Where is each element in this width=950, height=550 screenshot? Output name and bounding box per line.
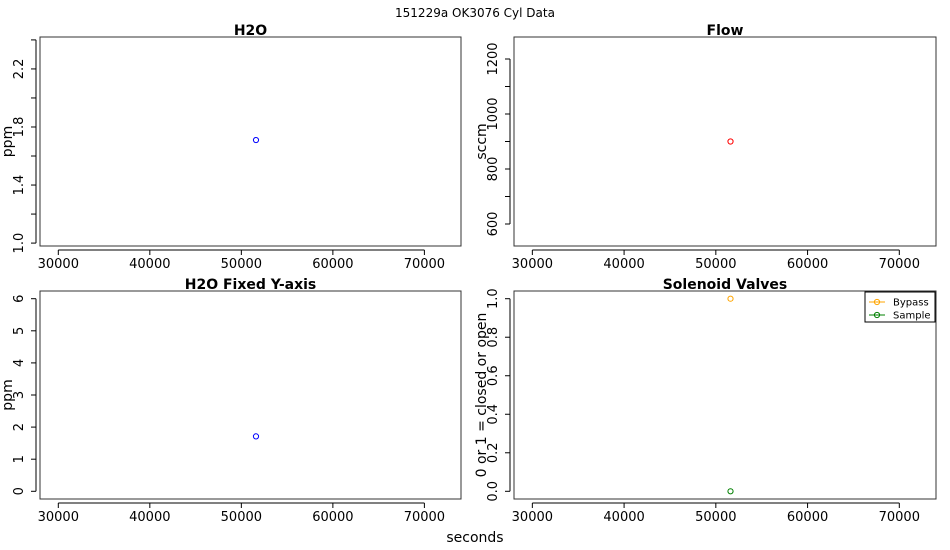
panel-solenoid-valves: Solenoid Valves 30000 40000 50000 60000 70000… — [474, 277, 937, 525]
plot-frame — [513, 36, 937, 247]
y-tick-label: 6 — [12, 295, 27, 303]
y-tick-label: 0.0 — [486, 481, 501, 502]
x-tick-label: 40000 — [129, 257, 170, 272]
y-tick-label: 0.4 — [486, 404, 501, 425]
x-tick-label: 40000 — [603, 510, 644, 525]
y-tick-label: 1 — [12, 455, 27, 463]
y-axis-label: ppm — [0, 379, 16, 410]
x-tick-label: 60000 — [787, 257, 828, 272]
y-tick-label: 0.6 — [486, 365, 501, 386]
data-point — [252, 136, 260, 144]
x-tick-label: 60000 — [312, 257, 353, 272]
data-point — [727, 138, 734, 145]
x-tick-label: 50000 — [695, 510, 736, 525]
plot-frame — [39, 36, 462, 247]
y-tick-label: 5 — [12, 327, 27, 335]
y-axis-label: sccm — [474, 123, 490, 159]
x-tick-label: 70000 — [879, 510, 920, 525]
x-tick-label: 70000 — [879, 257, 920, 272]
y-axis-label: 0 or 1 = closed or open — [474, 313, 490, 478]
y-tick-label: 1.4 — [12, 175, 27, 196]
legend-box — [864, 291, 936, 323]
legend: Bypass Sample — [864, 291, 936, 323]
y-tick-label: 800 — [486, 157, 501, 182]
y-tick-label: 600 — [486, 212, 501, 237]
plot-frame — [513, 290, 937, 500]
x-tick-label: 70000 — [404, 510, 445, 525]
legend-label-bypass: Bypass — [893, 298, 929, 309]
y-tick-label: 2 — [12, 423, 27, 431]
x-tick-label: 50000 — [695, 257, 736, 272]
x-tick-label: 40000 — [129, 510, 170, 525]
x-tick-label: 30000 — [512, 257, 553, 272]
panel-h2o-fixed-y-axis: H2O Fixed Y-axis 30000 40000 50000 60000 7000… — [0, 277, 462, 525]
y-tick-label: 1.0 — [12, 233, 27, 254]
figure-xlabel: seconds — [446, 530, 503, 546]
y-tick-label: 1000 — [486, 97, 501, 130]
panel-title: H2O Fixed Y-axis — [185, 277, 317, 293]
x-tick-label: 50000 — [221, 257, 262, 272]
data-point — [252, 433, 260, 440]
x-tick-label: 60000 — [787, 510, 828, 525]
data-point-sample — [727, 488, 734, 495]
x-tick-label: 60000 — [312, 510, 353, 525]
y-tick-label: 2.2 — [12, 59, 27, 80]
y-tick-label: 3 — [12, 391, 27, 399]
y-tick-label: 0.8 — [486, 327, 501, 348]
panel-h2o: H2O 30000 40000 50000 60000 70000 1.0 1.4 1.8 2.2… — [0, 23, 462, 272]
x-tick-label: 40000 — [603, 257, 644, 272]
x-tick-label: 30000 — [512, 510, 553, 525]
panel-flow: Flow 30000 40000 50000 60000 70000 600 800 1000 1… — [474, 23, 937, 272]
y-tick-label: 1200 — [486, 42, 501, 75]
plot-frame — [39, 290, 462, 500]
y-tick-label: 1.0 — [486, 288, 501, 309]
y-tick-label: 0 — [12, 487, 27, 495]
y-tick-label: 4 — [12, 359, 27, 367]
legend-marker-sample — [873, 311, 881, 319]
figure-title: 151229a OK3076 Cyl Data — [395, 6, 555, 20]
y-tick-label: 0.2 — [486, 442, 501, 463]
legend-label-sample: Sample — [893, 311, 931, 322]
legend-marker-bypass — [873, 298, 881, 306]
panel-title: H2O — [234, 23, 267, 39]
x-tick-label: 30000 — [38, 510, 79, 525]
x-tick-label: 50000 — [221, 510, 262, 525]
panel-title: Solenoid Valves — [663, 277, 788, 293]
data-point-bypass — [727, 295, 734, 302]
y-tick-label: 1.8 — [12, 117, 27, 138]
x-tick-label: 70000 — [404, 257, 445, 272]
y-axis-label: ppm — [0, 126, 16, 157]
panel-title: Flow — [707, 23, 744, 39]
x-tick-label: 30000 — [38, 257, 79, 272]
chart-panels: H2O 30000 40000 50000 60000 70000 1.0 1.4 1.8 2.2… — [0, 23, 937, 525]
